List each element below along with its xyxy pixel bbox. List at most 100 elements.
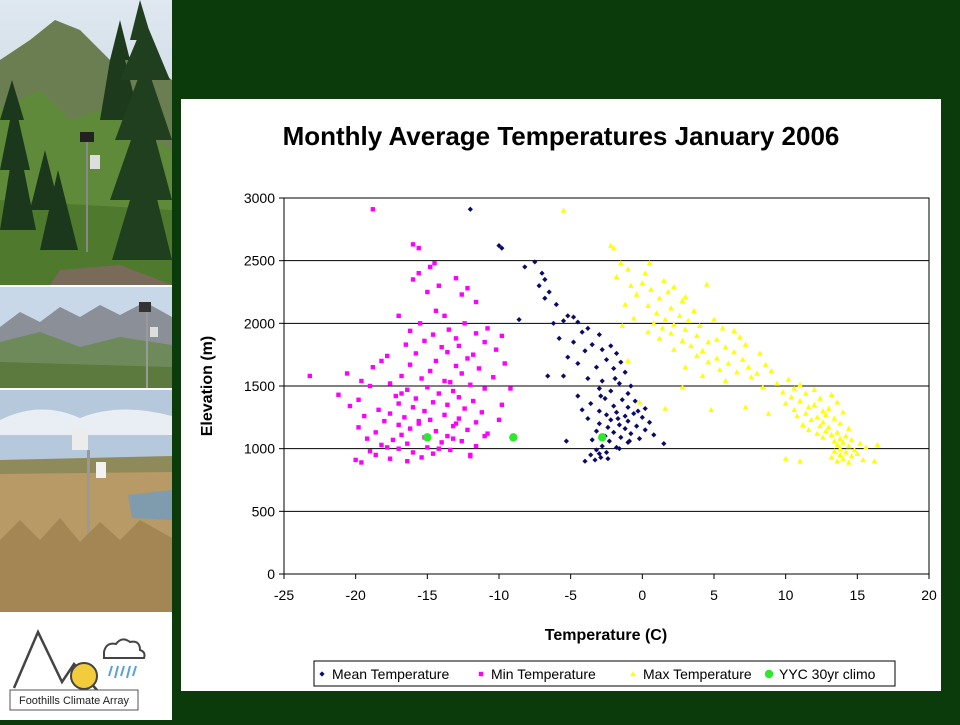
data-point	[410, 405, 416, 410]
data-point	[757, 350, 763, 356]
data-point	[442, 313, 447, 319]
data-point	[823, 428, 829, 434]
data-point	[362, 413, 367, 419]
data-point	[430, 332, 436, 337]
data-point	[817, 423, 823, 429]
data-point	[635, 408, 641, 414]
data-point	[694, 332, 700, 339]
data-point	[615, 415, 621, 422]
data-point	[598, 393, 604, 399]
data-point	[788, 394, 795, 400]
data-point	[413, 351, 419, 356]
data-point	[802, 410, 809, 416]
data-point	[385, 353, 390, 359]
data-point	[462, 406, 467, 411]
data-point	[802, 390, 809, 396]
data-point	[410, 277, 416, 282]
data-point	[661, 277, 667, 283]
data-point	[592, 457, 598, 463]
data-point	[347, 403, 353, 409]
data-point	[367, 448, 373, 454]
legend-marker	[630, 671, 636, 677]
data-point	[605, 424, 611, 430]
data-point	[625, 390, 631, 397]
valley-photo	[0, 287, 172, 388]
data-point	[405, 387, 410, 392]
data-point	[704, 281, 710, 287]
data-point	[539, 270, 545, 276]
data-point	[465, 356, 470, 361]
data-point	[825, 424, 832, 430]
data-point	[579, 329, 585, 335]
data-point	[837, 435, 843, 441]
scatter-chart: Monthly Average Temperatures January 200…	[199, 121, 937, 687]
data-point	[575, 393, 581, 399]
data-point	[599, 443, 605, 449]
data-point	[417, 321, 423, 326]
data-point	[499, 245, 505, 251]
data-point	[570, 339, 577, 345]
data-point	[453, 336, 459, 341]
series-max-temperature	[560, 207, 881, 465]
data-point	[820, 408, 826, 414]
data-point	[668, 305, 674, 311]
data-point	[385, 445, 390, 450]
data-point	[413, 396, 419, 401]
data-point	[459, 438, 464, 444]
data-point	[468, 382, 473, 387]
chart-title: Monthly Average Temperatures January 200…	[283, 121, 840, 151]
data-point	[509, 433, 518, 442]
data-point	[725, 360, 732, 366]
data-point	[676, 312, 683, 319]
data-point	[611, 403, 617, 409]
data-point	[659, 325, 666, 331]
data-point	[611, 365, 617, 372]
data-point	[556, 335, 562, 341]
data-point	[646, 419, 653, 425]
data-point	[791, 385, 798, 391]
data-point	[439, 344, 444, 350]
data-point	[596, 408, 602, 414]
data-point	[630, 315, 637, 321]
data-point	[416, 418, 421, 424]
data-point	[445, 349, 450, 355]
data-point	[840, 439, 846, 445]
data-point	[465, 427, 470, 433]
data-point	[596, 332, 602, 338]
data-point	[448, 447, 453, 453]
data-point	[433, 428, 439, 434]
data-point	[616, 380, 622, 387]
data-point	[840, 409, 846, 415]
data-point	[560, 207, 567, 213]
data-point	[699, 372, 706, 379]
data-point	[626, 438, 633, 444]
y-tick-label: 1500	[244, 378, 275, 394]
data-point	[393, 393, 398, 399]
data-point	[808, 416, 815, 423]
data-point	[759, 384, 766, 390]
data-point	[797, 458, 803, 464]
data-point	[682, 326, 689, 332]
data-point	[782, 400, 789, 406]
data-point	[419, 376, 424, 381]
data-point	[625, 266, 631, 272]
data-point	[797, 398, 803, 404]
data-point	[628, 383, 634, 389]
data-point	[542, 276, 548, 283]
data-point	[612, 375, 618, 382]
data-point	[532, 259, 538, 265]
data-point	[691, 307, 697, 313]
data-point	[622, 369, 628, 375]
data-point	[731, 349, 737, 355]
data-point	[456, 343, 462, 349]
data-point	[794, 413, 800, 419]
data-point	[596, 421, 602, 427]
data-point	[871, 458, 878, 464]
data-point	[416, 421, 421, 426]
data-point	[373, 452, 378, 458]
data-point	[800, 421, 806, 428]
data-point	[711, 316, 717, 322]
data-point	[648, 286, 654, 292]
data-point	[599, 347, 605, 353]
data-point	[613, 350, 620, 357]
